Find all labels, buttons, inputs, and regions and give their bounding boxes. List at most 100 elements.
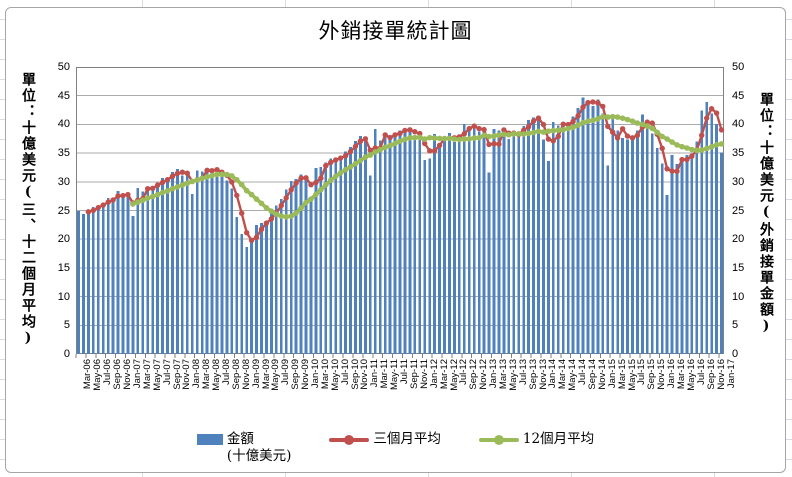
series-marker	[466, 136, 473, 142]
legend-item-amount[interactable]: 金額 (十億美元)	[196, 431, 291, 465]
bar	[230, 188, 234, 354]
series-marker	[560, 121, 566, 127]
series-marker	[515, 131, 522, 137]
series-marker	[654, 129, 660, 136]
bar	[591, 106, 595, 354]
series-marker	[456, 136, 463, 143]
bar	[512, 130, 516, 354]
series-marker	[614, 135, 621, 141]
bar	[146, 186, 150, 354]
bar-series-swatch	[196, 434, 223, 445]
series-marker	[644, 119, 650, 125]
bar	[344, 151, 347, 354]
bar	[438, 143, 441, 354]
bar	[116, 191, 120, 354]
bar	[225, 180, 229, 354]
series-marker	[169, 173, 176, 179]
bar	[527, 119, 530, 354]
series-marker	[308, 196, 314, 202]
series-marker	[659, 133, 665, 140]
y-tick-left: 40	[57, 118, 70, 130]
series-marker	[555, 133, 561, 139]
bar	[136, 188, 140, 354]
series-marker	[253, 196, 260, 202]
series-marker	[362, 136, 369, 142]
bar	[670, 154, 674, 354]
series-marker	[466, 125, 472, 132]
bar	[324, 162, 328, 354]
series-marker	[189, 178, 195, 185]
series-marker	[540, 129, 547, 135]
bar	[235, 216, 239, 354]
series-marker	[580, 119, 586, 126]
series-marker	[595, 100, 601, 106]
legend-label-12m: 12個月平均	[522, 431, 595, 447]
series-marker	[491, 141, 497, 147]
y-tick-right: 30	[732, 176, 745, 188]
series-marker	[140, 197, 146, 203]
series-marker	[580, 104, 586, 110]
series-marker	[347, 148, 354, 155]
series-marker	[703, 145, 710, 152]
y-tick-left: 20	[57, 233, 70, 245]
series-marker	[367, 147, 373, 153]
series-marker	[387, 134, 393, 141]
series-marker	[407, 127, 413, 133]
bar	[339, 156, 343, 354]
bar	[77, 211, 80, 354]
bar	[443, 138, 446, 354]
bar	[359, 135, 362, 354]
y-tick-right: 10	[732, 291, 745, 303]
bar	[532, 117, 535, 354]
legend-item-12m-average[interactable]: 12個月平均	[478, 431, 595, 448]
series-marker	[342, 153, 349, 159]
bar	[611, 117, 615, 354]
bar	[705, 102, 709, 354]
bar	[289, 181, 293, 354]
series-marker	[600, 113, 606, 120]
series-marker	[634, 132, 641, 138]
chart-object[interactable]: 外銷接單統計圖 單位：十億美元(三、十二個月平均) 單位：十億美元(外銷接單金額…	[5, 7, 786, 473]
bar	[215, 168, 219, 354]
series-marker	[619, 115, 626, 121]
series-marker	[600, 103, 606, 110]
series-marker	[708, 144, 715, 150]
series-marker	[323, 163, 329, 169]
bar	[126, 196, 130, 354]
plot-area[interactable]	[75, 67, 725, 358]
series-marker	[436, 135, 443, 142]
series-marker	[708, 106, 715, 112]
bar	[220, 176, 224, 354]
series-marker	[288, 187, 294, 193]
series-marker	[382, 144, 389, 151]
series-marker	[471, 123, 477, 129]
series-marker	[229, 179, 235, 185]
bar	[477, 131, 481, 354]
series-marker	[496, 132, 502, 138]
bar	[309, 199, 313, 354]
series-marker	[298, 205, 304, 211]
series-marker	[461, 136, 468, 142]
bar	[462, 123, 466, 354]
y-tick-left: 5	[63, 319, 70, 331]
bar	[210, 171, 214, 354]
series-marker	[164, 177, 171, 183]
chart-svg	[75, 67, 725, 358]
bar	[641, 114, 644, 354]
legend-item-3m-average[interactable]: 三個月平均	[329, 431, 441, 448]
bar	[141, 191, 145, 354]
bar	[388, 137, 392, 354]
series-marker	[476, 125, 482, 132]
series-marker	[273, 211, 280, 217]
bar	[660, 163, 664, 354]
series-marker	[382, 132, 388, 138]
series-marker	[595, 116, 601, 122]
series-marker	[209, 168, 215, 174]
series-marker	[164, 188, 171, 194]
series-marker	[313, 191, 319, 198]
bar	[665, 195, 669, 354]
series-marker	[684, 156, 690, 163]
series-marker	[698, 147, 705, 153]
series-marker	[441, 135, 448, 142]
